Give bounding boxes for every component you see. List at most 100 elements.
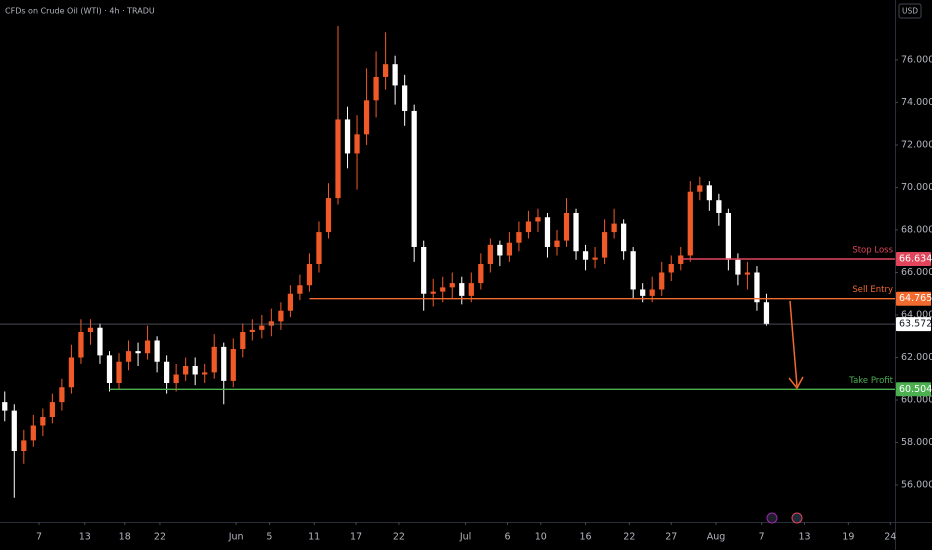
y-tick-label: 76.000: [901, 54, 932, 65]
x-tick-label: 11: [308, 532, 320, 543]
level-price-box: [896, 291, 931, 306]
last-price-box: [896, 317, 931, 332]
x-tick-label: Jun: [228, 532, 244, 543]
candle-body: [430, 291, 436, 294]
candle-body: [21, 440, 27, 452]
x-tick-label: Jul: [459, 532, 471, 543]
candle-body: [173, 374, 179, 383]
candle-body: [373, 76, 379, 101]
level-price-box: [896, 382, 931, 397]
candle-body: [11, 410, 17, 452]
candle-body: [183, 365, 189, 375]
candle-body: [211, 346, 217, 373]
arrow-shaft: [789, 300, 798, 387]
candle-body: [363, 100, 370, 135]
candle-body: [630, 251, 636, 290]
candle-body: [402, 85, 408, 111]
candle-body: [649, 289, 655, 296]
level-price-label: 64.765: [899, 293, 932, 304]
arrow-head: [788, 376, 804, 390]
x-tick-label: 16: [580, 532, 592, 543]
x-tick-label: 13: [799, 532, 811, 543]
level-name: Stop Loss: [852, 246, 893, 256]
candle-body: [87, 327, 94, 332]
candle-body: [49, 402, 55, 418]
candle-body: [325, 198, 332, 233]
x-tick-label: 22: [393, 532, 405, 543]
candle-body: [687, 191, 693, 256]
y-tick-label: 66.000: [901, 267, 932, 278]
candle-body: [202, 372, 208, 375]
candle-body: [106, 355, 113, 383]
candle-body: [144, 340, 151, 354]
candle-body: [30, 425, 36, 441]
candle-body: [306, 263, 313, 286]
candle-body: [154, 340, 160, 362]
candle-body: [678, 255, 684, 264]
candle-body: [164, 361, 170, 383]
x-tick-label: 7: [759, 532, 765, 543]
last-price-label: 63.572: [899, 319, 932, 330]
candle-body: [78, 331, 84, 358]
currency: USD: [902, 7, 918, 16]
candle-body: [640, 289, 646, 296]
x-tick-label: 24: [884, 532, 896, 543]
x-tick-label: 18: [119, 532, 131, 543]
candle-body: [440, 287, 446, 292]
candle-body: [468, 283, 474, 296]
x-tick-label: 17: [350, 532, 362, 543]
candle-body: [268, 321, 274, 326]
candle-body: [382, 64, 389, 77]
candle-body: [487, 244, 493, 264]
candle-body: [335, 119, 341, 199]
candle-body: [735, 259, 741, 275]
x-tick-label: 6: [504, 532, 510, 543]
candle-body: [582, 251, 589, 260]
y-tick-label: 62.000: [901, 352, 932, 363]
candle-body: [249, 329, 255, 332]
x-tick-label: 7: [36, 532, 42, 543]
candle-body: [621, 223, 627, 252]
candle-body: [754, 272, 760, 303]
y-tick-label: 68.000: [901, 224, 932, 235]
x-tick-label: 13: [79, 532, 91, 543]
candle-body: [459, 283, 465, 296]
candle-body: [354, 134, 360, 154]
candle-body: [287, 293, 294, 311]
event-icon[interactable]: [791, 512, 803, 524]
candle-body: [40, 417, 46, 426]
x-tick-label: Aug: [707, 532, 726, 543]
level-price-label: 66.634: [899, 254, 932, 265]
candle-body: [744, 272, 751, 275]
y-tick-label: 70.000: [901, 182, 932, 193]
event-icon[interactable]: [766, 512, 778, 524]
candle-body: [516, 232, 522, 243]
level-name: Sell Entry: [852, 285, 893, 295]
projection-arrow: [788, 300, 804, 390]
candle-body: [230, 348, 236, 381]
candle-body: [421, 246, 427, 294]
level-price-label: 60.504: [899, 384, 932, 395]
candle-body: [316, 232, 322, 264]
candle-body: [535, 217, 541, 222]
candle-body: [706, 185, 712, 201]
candle-body: [525, 221, 532, 233]
y-tick-label: 60.000: [901, 395, 932, 406]
candle-body: [449, 283, 455, 288]
x-tick-label: 27: [665, 532, 677, 543]
level-name: Take Profit: [848, 376, 893, 386]
candle-body: [116, 361, 122, 383]
candle-body: [668, 263, 674, 273]
candle-body: [601, 232, 608, 258]
candle-body: [506, 242, 513, 256]
candle-body: [192, 365, 198, 375]
candle-body: [259, 325, 265, 330]
chart-title: CFDs on Crude Oil (WTI) · 4h · TRADU: [5, 7, 155, 16]
candle-body: [97, 327, 103, 356]
candle-body: [563, 212, 570, 241]
x-tick-label: 10: [535, 532, 547, 543]
x-tick-label: 19: [842, 532, 854, 543]
currency-box[interactable]: [898, 3, 922, 19]
